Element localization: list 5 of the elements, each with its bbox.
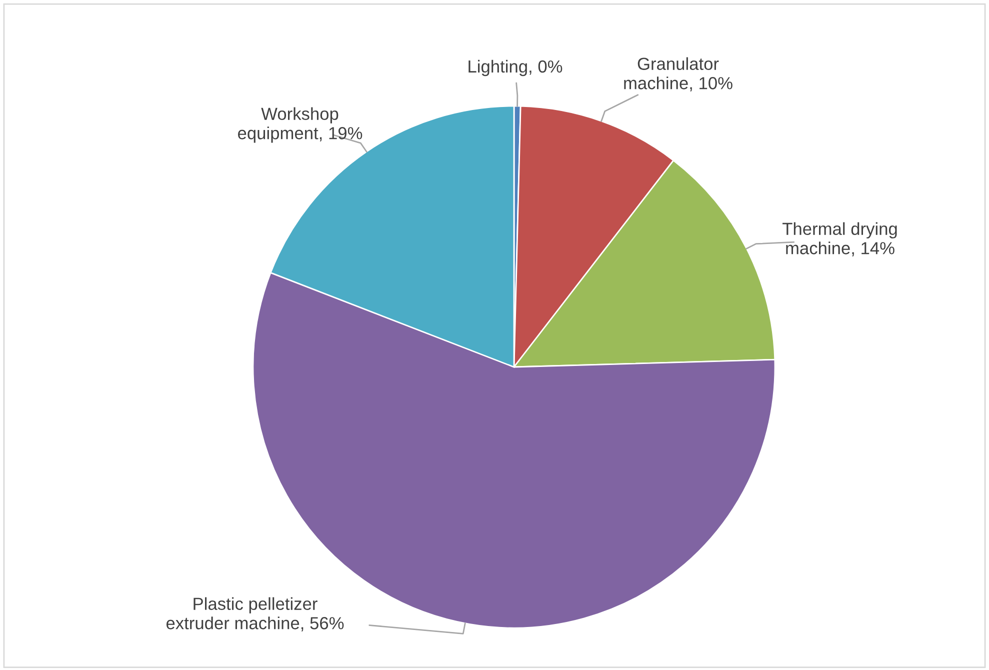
slice-label: Granulator machine, 10% xyxy=(624,57,732,92)
slice-label: Plastic pelletizer extruder machine, 56% xyxy=(166,597,344,632)
slice-label: Workshop equipment, 19% xyxy=(238,107,362,143)
slice-label: Thermal drying machine, 14% xyxy=(782,222,897,256)
slice-label: Lighting, 0% xyxy=(468,60,562,76)
